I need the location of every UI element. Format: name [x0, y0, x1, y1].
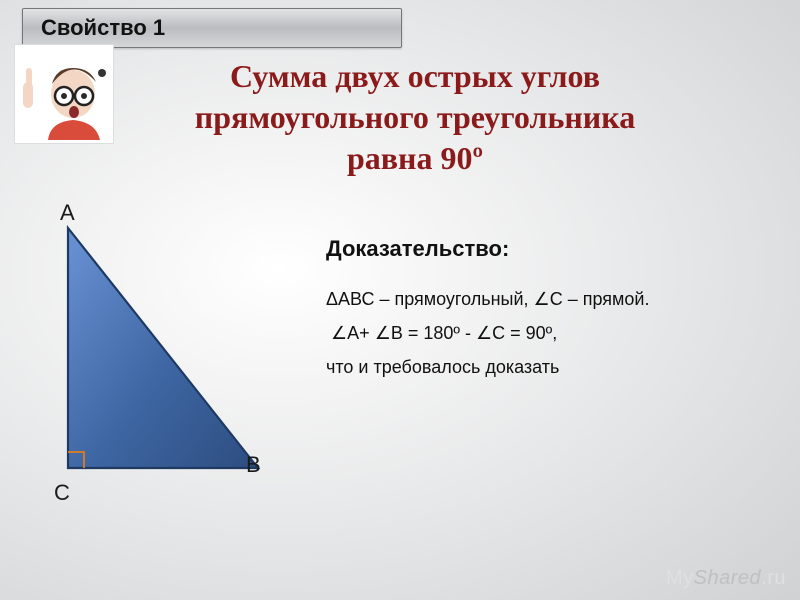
- watermark-part1: My: [666, 567, 694, 589]
- headline-line3: равна 90º: [95, 138, 735, 179]
- right-triangle-diagram: A В С: [58, 228, 298, 528]
- watermark-part2: Shared: [694, 567, 762, 589]
- triangle-shape: [68, 228, 258, 468]
- proof-line-2: ∠А+ ∠В = 180º - ∠С = 90º,: [326, 316, 776, 350]
- watermark: MyShared.ru: [666, 567, 786, 590]
- vertex-label-b: В: [246, 452, 261, 478]
- headline-line2: прямоугольного треугольника: [95, 97, 735, 138]
- property-badge-label: Свойство 1: [41, 15, 165, 41]
- headline-line1: Сумма двух острых углов: [95, 56, 735, 97]
- watermark-part3: .ru: [761, 567, 786, 589]
- proof-line-1: ΔАВС – прямоугольный, ∠С – прямой.: [326, 282, 776, 316]
- proof-line-3: что и требовалось доказать: [326, 350, 776, 384]
- proof-title: Доказательство:: [326, 236, 776, 262]
- vertex-label-c: С: [54, 480, 70, 506]
- vertex-label-a: A: [60, 200, 75, 226]
- theorem-headline: Сумма двух острых углов прямоугольного т…: [95, 56, 735, 179]
- property-badge: Свойство 1: [22, 8, 402, 48]
- proof-block: Доказательство: ΔАВС – прямоугольный, ∠С…: [326, 236, 776, 385]
